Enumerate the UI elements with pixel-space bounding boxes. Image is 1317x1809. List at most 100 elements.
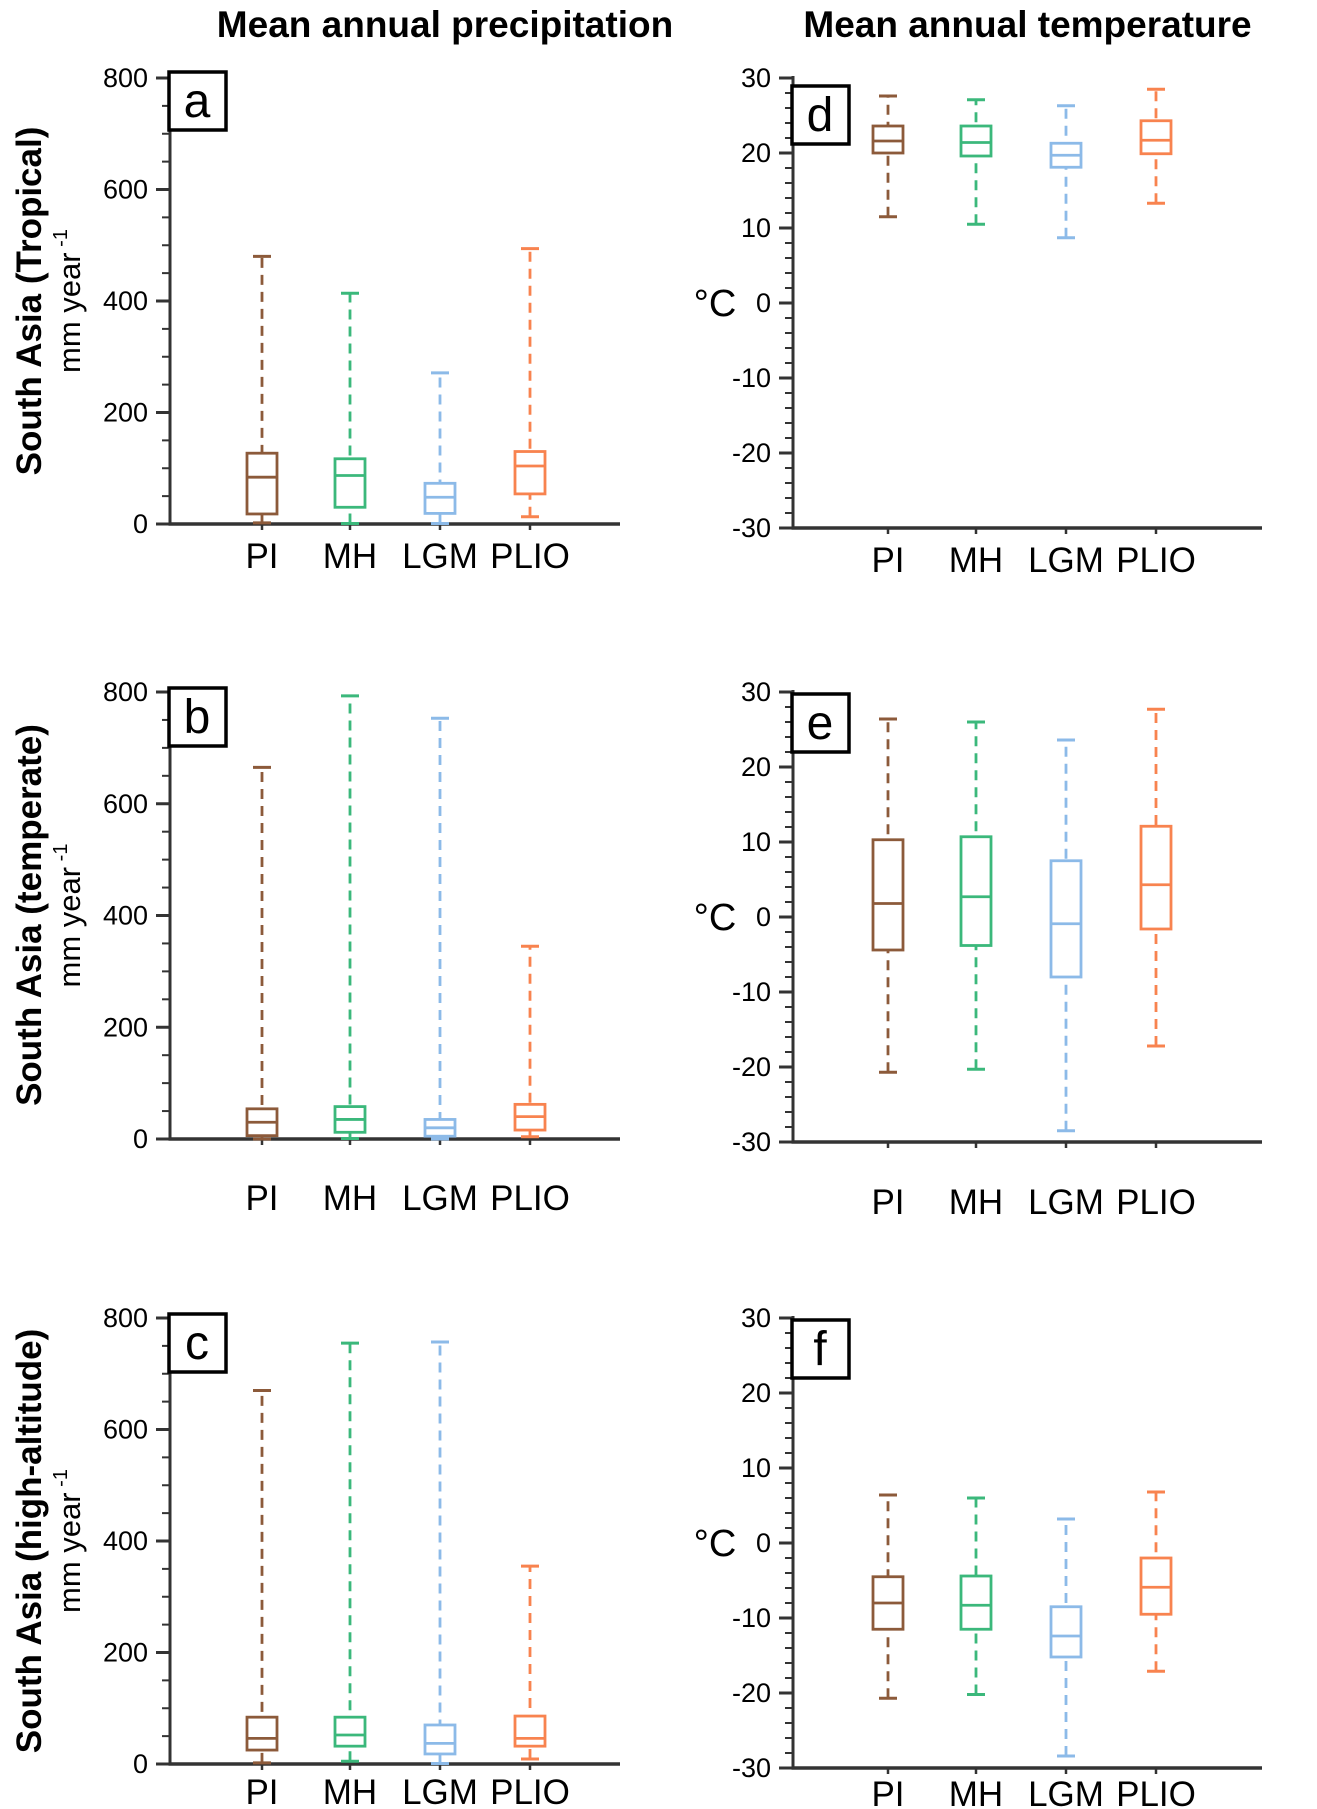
iqr-box [1049,859,1083,979]
panel-c-box-LGM [423,1340,457,1765]
panel-b-xtick-label-LGM: LGM [402,1179,478,1218]
ytick-label-400: 400 [103,1526,148,1556]
ytick-label-800: 800 [103,677,148,707]
panel-e-box-PI [871,717,905,1074]
panel-e: -30 -20 -10 0 10 20 30 PI MH LGM PLIO e °C [694,677,1262,1222]
panel-a-label: a [184,75,211,128]
panel-d-xtick-label-PI: PI [871,541,904,580]
ytick-label-200: 200 [103,1012,148,1042]
panel-a-label-box [167,70,228,132]
panel-a-xtick-label-PI: PI [245,537,278,576]
panel-f-yticks: -30 -20 -10 0 10 20 30 [732,1303,793,1783]
panel-c-ylabel: mm year -1 [50,1469,87,1613]
panel-e-box-PLIO [1139,707,1173,1048]
panel-d-xtick-label-MH: MH [949,541,1003,580]
panel-d-box-LGM [1049,104,1083,240]
ytick-label--30: -30 [732,1127,771,1157]
ytick-label-10: 10 [741,827,771,857]
panel-f-label: f [813,1323,827,1376]
ytick-label-800: 800 [103,63,148,93]
panel-e-xtick-label-PI: PI [871,1183,904,1222]
ytick-label-200: 200 [103,1638,148,1668]
column-title-precipitation: Mean annual precipitation [216,4,674,45]
ytick-label-20: 20 [741,752,771,782]
panel-c-xtick-label-MH: MH [323,1773,377,1809]
panel-f-xtick-label-PI: PI [871,1775,904,1809]
panel-b-label-box [167,686,228,748]
panel-e-label-box [790,692,851,754]
iqr-box [245,1715,279,1752]
panel-e-box-LGM [1049,738,1083,1133]
panel-b-ylabel: mm year -1 [50,844,87,988]
iqr-box [871,838,905,952]
panel-f-box-PI [871,1493,905,1700]
ytick-label-600: 600 [103,175,148,205]
panel-a-xtick-label-MH: MH [323,537,377,576]
panel-c-xtick-label-LGM: LGM [402,1773,478,1809]
ytick-label-30: 30 [741,677,771,707]
panel-d-ylabel: °C [694,283,737,325]
panel-d-xtick-label-LGM: LGM [1028,541,1104,580]
panel-c-xtick-label-PLIO: PLIO [490,1773,570,1809]
ytick-label-10: 10 [741,213,771,243]
column-title-temperature: Mean annual temperature [803,4,1252,45]
panel-d-xtick-label-PLIO: PLIO [1116,541,1196,580]
panel-f-box-MH [959,1496,993,1696]
panel-b-box-PI [245,765,279,1141]
panel-a-box-PI [245,254,279,525]
panel-b-xtick-label-MH: MH [323,1179,377,1218]
panel-e-label: e [807,697,834,750]
panel-c-yticks: 0 200 400 600 800 [103,1303,170,1779]
panel-f-xtick-label-MH: MH [949,1775,1003,1809]
ytick-label-600: 600 [103,789,148,819]
iqr-box [1049,1605,1083,1659]
ytick-label-0: 0 [756,288,771,318]
panel-d-label-box [790,84,851,146]
panel-c-box-PLIO [513,1564,547,1761]
iqr-box [245,451,279,516]
ytick-label--10: -10 [732,363,771,393]
iqr-box [959,124,993,158]
panel-c-xtick-label-PI: PI [245,1773,278,1809]
panel-f-ylabel: °C [694,1523,737,1565]
panel-b-box-MH [333,694,367,1140]
panel-e-box-MH [959,720,993,1071]
iqr-box [333,1715,367,1748]
ytick-label-30: 30 [741,1303,771,1333]
ytick-label--20: -20 [732,1052,771,1082]
ytick-label-400: 400 [103,286,148,316]
panel-b-xtick-label-PLIO: PLIO [490,1179,570,1218]
panel-e-ylabel: °C [694,897,737,939]
ytick-label-0: 0 [756,902,771,932]
iqr-box [513,1714,547,1748]
ytick-label-200: 200 [103,398,148,428]
panel-a-xtick-label-PLIO: PLIO [490,537,570,576]
panel-f: -30 -20 -10 0 10 20 30 PI MH LGM PLIO f °C [694,1303,1262,1809]
panel-b-box-PLIO [513,944,547,1139]
panel-f-xtick-label-LGM: LGM [1028,1775,1104,1809]
iqr-box [1139,119,1173,156]
ytick-label-20: 20 [741,138,771,168]
ytick-label-0: 0 [133,1749,148,1779]
panel-b-yticks: 0 200 400 600 800 [103,677,170,1154]
panel-f-xtick-label-PLIO: PLIO [1116,1775,1196,1809]
iqr-box [1139,824,1173,931]
panel-c-box-PI [245,1388,279,1765]
panel-d-box-PLIO [1139,87,1173,205]
panel-b-box-LGM [423,716,457,1141]
ytick-label-0: 0 [133,1124,148,1154]
ytick-label-600: 600 [103,1415,148,1445]
panel-d: -30 -20 -10 0 10 20 30 PI MH LGM PLIO d °C [694,63,1262,580]
ytick-label--30: -30 [732,513,771,543]
ytick-label-0: 0 [756,1528,771,1558]
iqr-box [959,1574,993,1631]
ytick-label--30: -30 [732,1753,771,1783]
panel-a-box-PLIO [513,247,547,519]
panel-e-xtick-label-PLIO: PLIO [1116,1183,1196,1222]
ytick-label-800: 800 [103,1303,148,1333]
panel-d-box-MH [959,98,993,226]
iqr-box [423,1723,457,1756]
iqr-box [333,457,367,509]
panel-f-box-LGM [1049,1517,1083,1758]
